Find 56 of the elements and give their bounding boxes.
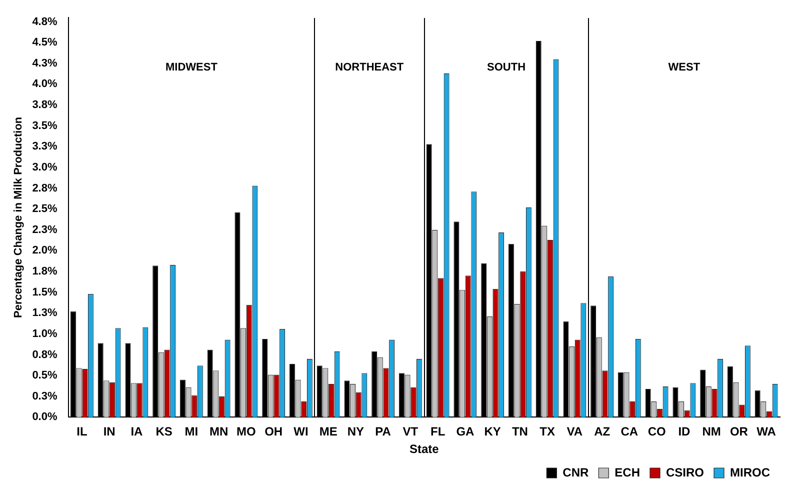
y-tick-label: 2.0%	[32, 244, 58, 257]
y-tick-label: 4.5%	[32, 36, 58, 49]
x-tick-label: MO	[236, 424, 256, 439]
x-tick-label: IL	[76, 424, 88, 439]
x-tick-label: GA	[456, 424, 475, 439]
x-axis-title: State	[409, 442, 440, 456]
y-tick-label: 3.8%	[32, 99, 58, 112]
annotation: WEST	[668, 62, 700, 74]
y-tick-label: 2.3%	[32, 224, 58, 236]
y-tick-label: 1.5%	[32, 286, 58, 298]
x-tick-label: MI	[184, 424, 198, 439]
x-tick-label: WI	[294, 424, 308, 439]
x-tick-label: MN	[209, 424, 228, 439]
y-tick-label: 1.0%	[32, 328, 58, 340]
x-tick-label: VT	[402, 424, 419, 439]
x-tick-label: VA	[566, 424, 583, 439]
y-tick-label: 0.8%	[32, 348, 58, 361]
annotation: MIDWEST	[165, 62, 218, 74]
legend-label: CSIRO	[666, 465, 704, 480]
y-tick-label: 2.8%	[32, 182, 58, 194]
legend-label: ECH	[614, 465, 640, 480]
y-tick-label: 4.0%	[32, 78, 58, 90]
annotation: SOUTH	[487, 62, 526, 74]
y-tick-label: 2.5%	[32, 203, 58, 216]
y-tick-label: 4.8%	[32, 16, 58, 28]
x-tick-label: CO	[648, 424, 666, 439]
y-tick-label: 3.0%	[32, 161, 58, 174]
x-tick-label: NY	[347, 424, 364, 439]
legend-label: CNR	[562, 465, 589, 480]
x-tick-label: TX	[540, 424, 555, 439]
x-tick-label: AZ	[594, 424, 610, 439]
x-tick-label: TN	[512, 424, 528, 439]
y-tick-label: 0.3%	[32, 390, 58, 402]
x-tick-label: ME	[319, 424, 338, 439]
x-tick-label: OR	[730, 424, 748, 439]
y-tick-label: 4.3%	[32, 57, 58, 70]
x-tick-label: CA	[620, 424, 638, 439]
y-tick-label: 3.5%	[32, 120, 58, 132]
x-tick-label: KS	[156, 424, 172, 439]
x-tick-label: IN	[103, 424, 116, 439]
x-tick-label: WA	[756, 424, 776, 439]
legend-label: MIROC	[730, 465, 770, 480]
x-tick-label: ID	[678, 424, 691, 439]
y-tick-label: 0.5%	[32, 370, 58, 382]
y-tick-label: 0.0%	[32, 411, 58, 424]
y-tick-label: 3.3%	[32, 140, 58, 153]
y-axis-title: Percentage Change in Milk Production	[12, 116, 25, 318]
x-tick-label: IA	[130, 424, 144, 439]
x-tick-label: KY	[484, 424, 501, 439]
x-tick-label: OH	[264, 424, 283, 439]
y-tick-label: 1.8%	[32, 266, 58, 278]
x-tick-label: PA	[375, 424, 392, 439]
annotation: NORTHEAST	[335, 62, 404, 74]
y-tick-label: 1.3%	[32, 307, 58, 320]
x-tick-label: NM	[702, 424, 721, 439]
x-tick-label: FL	[430, 424, 446, 439]
